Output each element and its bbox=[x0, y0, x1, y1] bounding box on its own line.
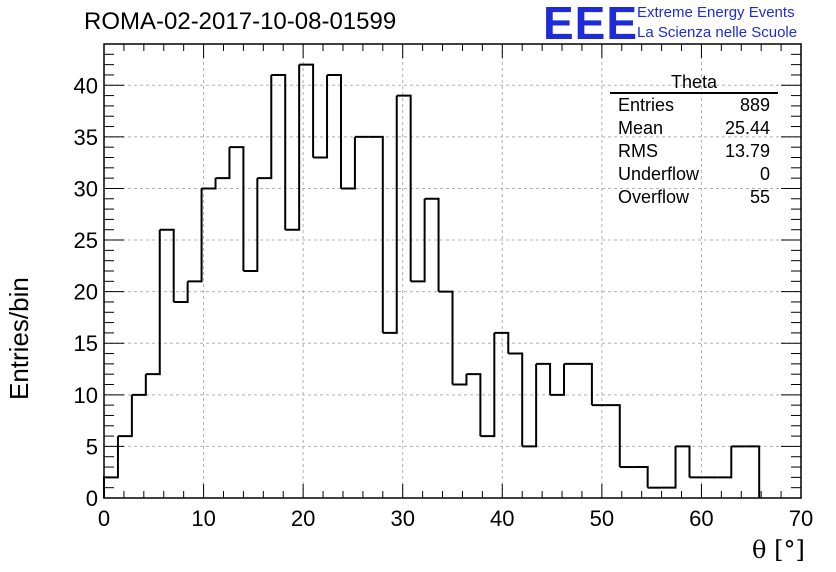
plot-frame bbox=[103, 43, 802, 499]
histogram-bin bbox=[577, 362, 593, 406]
stats-label: RMS bbox=[618, 141, 658, 161]
histogram-bin bbox=[410, 198, 426, 283]
x-tick-label: 70 bbox=[789, 506, 813, 531]
histogram-bin bbox=[536, 362, 552, 395]
y-tick-label: 25 bbox=[74, 228, 98, 253]
histogram-bin bbox=[424, 197, 440, 292]
logo-line-2: La Scienza nelle Scuole bbox=[637, 24, 798, 41]
y-tick-label: 20 bbox=[74, 280, 98, 305]
stats-row-underflow: Underflow 0 bbox=[610, 163, 778, 186]
stats-box: Theta Entries 889 Mean 25.44 RMS 13.79 U… bbox=[610, 72, 778, 209]
histogram-bin bbox=[452, 374, 468, 386]
stats-row-entries: Entries 889 bbox=[610, 94, 778, 117]
y-tick-label: 40 bbox=[74, 73, 98, 98]
histogram-bin bbox=[605, 404, 621, 468]
stats-row-mean: Mean 25.44 bbox=[610, 117, 778, 140]
stats-value: 0 bbox=[759, 164, 770, 184]
chart-title: ROMA-02-2017-10-08-01599 bbox=[84, 8, 397, 35]
histogram-bin bbox=[285, 64, 301, 231]
histogram-bin bbox=[438, 290, 454, 385]
histogram-bin bbox=[717, 446, 733, 479]
histogram-bars bbox=[103, 63, 761, 498]
histogram-bin bbox=[215, 147, 231, 180]
histogram-bin bbox=[159, 228, 175, 302]
stats-value: 13.79 bbox=[724, 141, 770, 161]
histogram-bin bbox=[187, 188, 203, 283]
histogram-bin bbox=[271, 73, 287, 230]
x-tick-label: 50 bbox=[590, 506, 614, 531]
x-tick-label: 0 bbox=[98, 506, 110, 531]
y-tick-label: 35 bbox=[74, 125, 98, 150]
histogram-bin bbox=[173, 281, 189, 303]
x-tick-label: 30 bbox=[390, 506, 414, 531]
histogram-bin bbox=[243, 178, 259, 272]
stats-label: Overflow bbox=[618, 187, 690, 207]
histogram-bin bbox=[229, 146, 245, 271]
x-tick-label: 40 bbox=[490, 506, 514, 531]
stats-row-overflow: Overflow 55 bbox=[610, 186, 778, 209]
x-tick-label: 10 bbox=[191, 506, 215, 531]
histogram-bin bbox=[480, 332, 496, 438]
stats-label: Entries bbox=[618, 95, 675, 115]
y-axis-label: Entries/bin bbox=[4, 277, 34, 400]
stats-value: 25.44 bbox=[724, 118, 770, 138]
histogram-bin bbox=[299, 63, 315, 158]
histogram-bin bbox=[745, 445, 761, 498]
histogram-bin bbox=[117, 394, 133, 438]
histogram-bin bbox=[327, 73, 342, 189]
histogram-bin bbox=[675, 445, 691, 478]
stats-label: Underflow bbox=[618, 164, 700, 184]
histogram-bin bbox=[508, 352, 524, 447]
tick-labels: 0 10 20 30 40 50 60 70 0 5 10 15 20 25 30 35 40 bbox=[74, 73, 814, 531]
x-axis-label: θ [°] bbox=[752, 536, 805, 564]
stats-value: 55 bbox=[749, 187, 770, 207]
histogram-bin bbox=[257, 74, 273, 180]
histogram-bin bbox=[368, 135, 384, 333]
histogram-bin bbox=[550, 363, 566, 396]
logo-line-1: Extreme Energy Events bbox=[637, 4, 795, 21]
stats-row-rms: RMS 13.79 bbox=[610, 140, 778, 163]
histogram-bin bbox=[145, 229, 161, 376]
y-tick-label: 0 bbox=[86, 486, 98, 511]
histogram-bin bbox=[466, 373, 482, 437]
histogram-bin bbox=[396, 94, 412, 282]
stats-value: 889 bbox=[739, 95, 770, 115]
eee-logo: EEE bbox=[543, 0, 639, 49]
stats-label: Mean bbox=[618, 118, 664, 138]
y-tick-label: 10 bbox=[74, 383, 98, 408]
histogram-bin bbox=[382, 95, 398, 334]
stats-title: Theta bbox=[610, 72, 778, 94]
histogram-bin bbox=[494, 331, 510, 354]
histogram-bin bbox=[661, 446, 677, 489]
x-tick-label: 60 bbox=[689, 506, 713, 531]
histogram-bin bbox=[201, 178, 217, 190]
y-tick-label: 15 bbox=[74, 331, 98, 356]
histogram-bin bbox=[633, 466, 649, 488]
histogram-bin bbox=[340, 136, 356, 190]
histogram-bin bbox=[522, 363, 538, 448]
x-tick-label: 20 bbox=[291, 506, 315, 531]
y-tick-label: 30 bbox=[74, 176, 98, 201]
y-tick-label: 5 bbox=[86, 434, 98, 459]
histogram-bin bbox=[313, 74, 329, 159]
histogram-bin bbox=[131, 374, 147, 396]
